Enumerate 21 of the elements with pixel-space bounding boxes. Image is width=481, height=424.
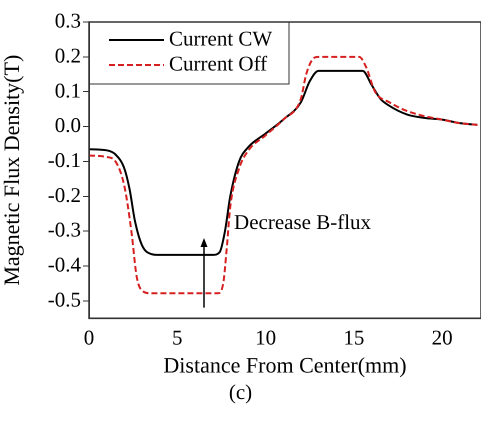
y-tick-label: -0.1 bbox=[48, 148, 81, 172]
annotation: Decrease B-flux bbox=[234, 210, 372, 234]
x-tick-label: 0 bbox=[84, 326, 94, 350]
line-series bbox=[89, 56, 478, 294]
x-tick-label: 15 bbox=[343, 326, 364, 350]
x-tick-label: 5 bbox=[172, 326, 183, 350]
y-tick-label: 0.1 bbox=[54, 78, 81, 102]
x-axis-title: Distance From Center(mm) bbox=[163, 352, 407, 378]
text: (c) bbox=[228, 380, 254, 405]
y-tick-label: 0.0 bbox=[54, 113, 81, 138]
x-tick-label: 10 bbox=[255, 326, 276, 350]
legend-label: Current Off bbox=[169, 52, 268, 76]
y-tick-label: 0.2 bbox=[54, 43, 81, 68]
y-tick-label: -0.3 bbox=[48, 218, 81, 242]
y-tick-label: 0.3 bbox=[54, 8, 81, 33]
y-tick-label: -0.2 bbox=[48, 182, 81, 207]
x-tick-label: 20 bbox=[432, 326, 453, 350]
y-tick-label: -0.4 bbox=[48, 252, 82, 277]
y-tick-label: -0.5 bbox=[48, 287, 81, 312]
legend-label: Current CW bbox=[169, 26, 272, 51]
y-axis-title: Magnetic Flux Density(T) bbox=[0, 54, 24, 286]
